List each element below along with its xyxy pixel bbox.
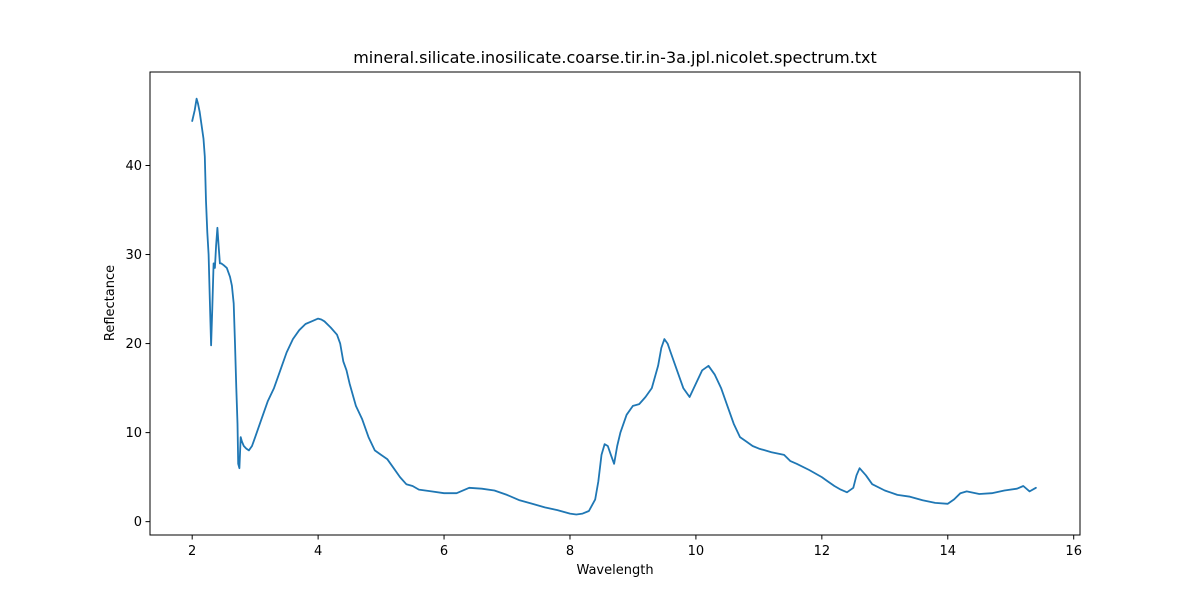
x-tick-label: 6	[440, 544, 448, 559]
spectrum-line	[191, 97, 1037, 516]
plot-frame	[149, 71, 1081, 536]
y-tick-label: 30	[125, 248, 142, 263]
x-axis-label: Wavelength	[576, 563, 653, 578]
x-tick-label: 12	[814, 544, 831, 559]
chart-title: mineral.silicate.inosilicate.coarse.tir.…	[353, 48, 877, 67]
x-tick-label: 4	[314, 544, 322, 559]
y-tick-label: 0	[134, 515, 142, 530]
x-tick-label: 16	[1065, 544, 1082, 559]
x-axis-ticks: 2 4 6 8 10 12 14 16	[188, 535, 1082, 559]
y-tick-label: 20	[125, 337, 142, 352]
y-tick-label: 10	[125, 426, 142, 441]
x-tick-label: 2	[188, 544, 196, 559]
x-tick-label: 10	[688, 544, 705, 559]
x-tick-label: 8	[566, 544, 574, 559]
y-tick-label: 40	[125, 159, 142, 174]
x-tick-label: 14	[939, 544, 956, 559]
y-axis-ticks: 0 10 20 30 40	[125, 159, 150, 530]
y-axis-label: Reflectance	[103, 265, 118, 341]
